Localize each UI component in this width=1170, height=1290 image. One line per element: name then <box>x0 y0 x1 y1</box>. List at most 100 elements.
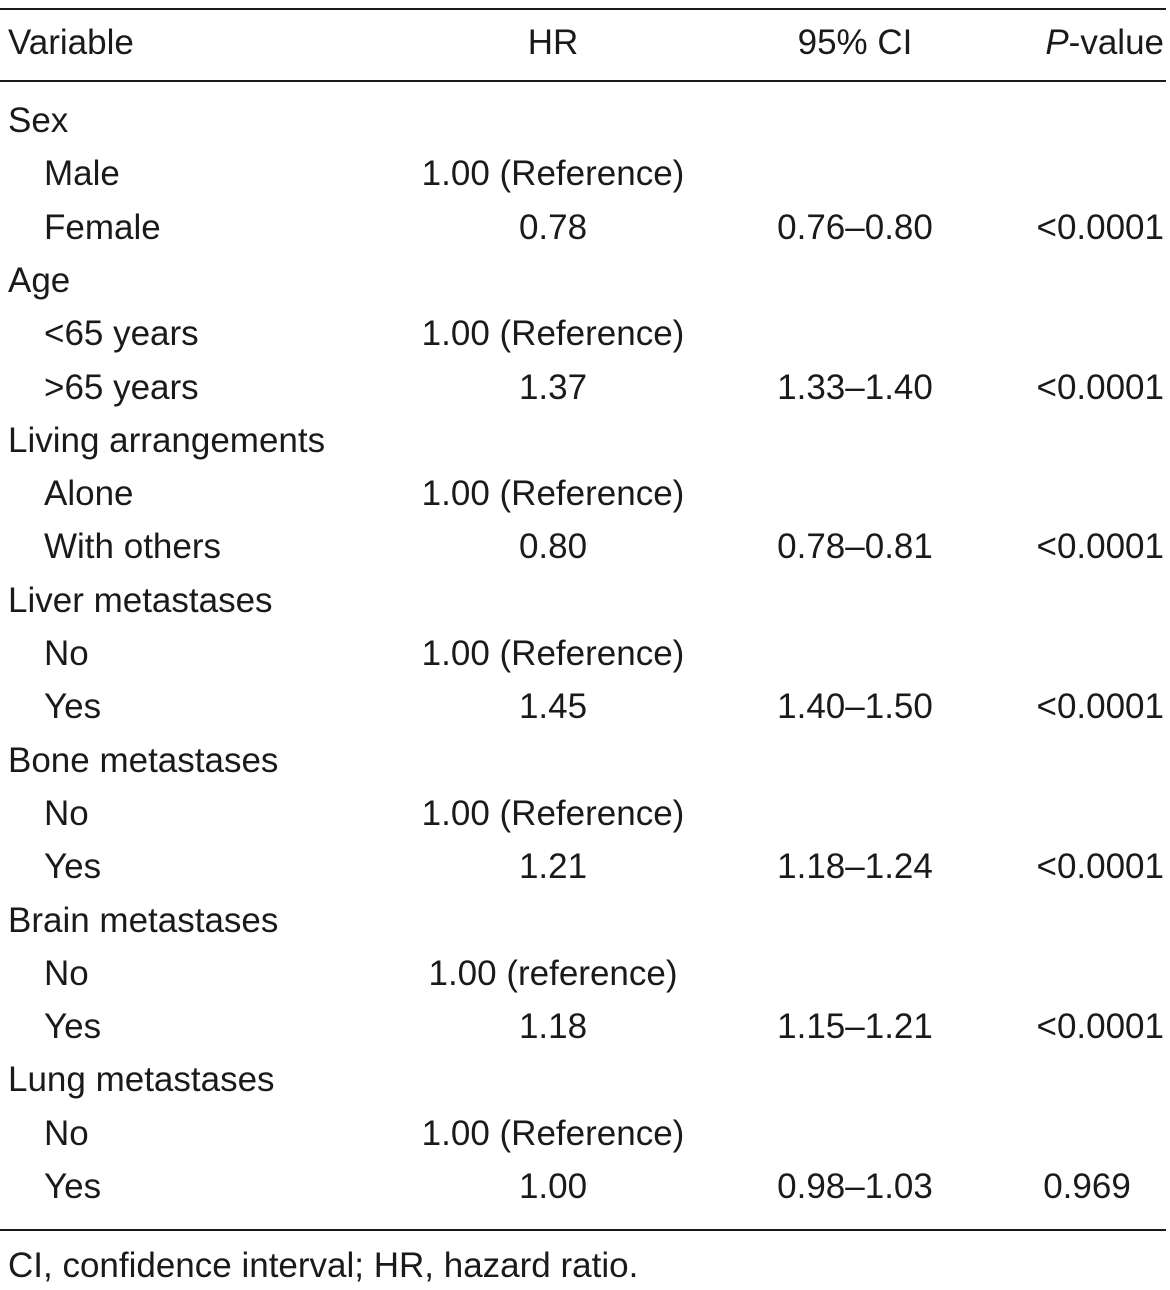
table-row: No 1.00 (Reference) <box>0 787 1166 840</box>
ci-cell <box>745 627 965 680</box>
hr-cell <box>390 1053 716 1106</box>
variable-label: Bone metastases <box>8 740 279 780</box>
table-row: Yes 1.18 1.15–1.21 <0.0001 <box>0 1000 1166 1053</box>
ci-cell: 1.33–1.40 <box>777 367 933 407</box>
ci-cell <box>745 254 965 307</box>
hr-cell <box>390 414 716 467</box>
p-value-cell <box>1010 307 1164 360</box>
p-value-cell <box>1010 254 1164 307</box>
hr-cell: 0.78 <box>518 207 588 247</box>
table-row: No 1.00 (reference) <box>0 947 1166 1000</box>
ci-cell <box>745 1107 965 1160</box>
hr-cell: 1.00 (Reference) <box>421 314 685 354</box>
table-row: Female 0.78 0.76–0.80 <0.0001 <box>0 201 1166 254</box>
ci-cell: 0.98–1.03 <box>777 1167 933 1206</box>
p-value-cell <box>1010 1107 1164 1160</box>
hr-cell: 1.00 (Reference) <box>421 634 685 673</box>
table-row: >65 years 1.37 1.33–1.40 <0.0001 <box>0 361 1166 414</box>
ci-cell <box>745 787 965 840</box>
ci-cell <box>745 307 965 360</box>
variable-label: Lung metastases <box>8 1060 275 1100</box>
hr-cell: 1.00 (Reference) <box>421 154 685 194</box>
category-label: Yes <box>44 1007 102 1047</box>
table-row: Brain metastases <box>0 894 1166 947</box>
variable-label: Age <box>8 260 71 300</box>
variable-label: Liver metastases <box>8 580 273 620</box>
hr-cell: 1.00 (Reference) <box>421 793 685 833</box>
ci-cell <box>745 94 965 147</box>
p-value-cell <box>1010 147 1164 200</box>
hr-cell: 0.80 <box>518 527 588 567</box>
header-p-italic: P <box>1045 23 1069 62</box>
p-value-cell <box>1010 734 1164 787</box>
ci-cell <box>745 467 965 520</box>
category-label: No <box>44 793 89 833</box>
p-value-cell <box>1010 947 1164 1000</box>
category-label: No <box>44 1113 89 1153</box>
p-value-cell: <0.0001 <box>1036 687 1165 727</box>
p-value-cell <box>1010 414 1164 467</box>
table-header-row: Variable HR 95% CI P-value <box>0 16 1166 69</box>
p-value-cell <box>1010 94 1164 147</box>
variable-label: Brain metastases <box>8 900 279 940</box>
header-ci: 95% CI <box>797 23 913 62</box>
table-header-rule <box>0 80 1166 82</box>
table-row: With others 0.80 0.78–0.81 <0.0001 <box>0 520 1166 573</box>
table-row: Male 1.00 (Reference) <box>0 147 1166 200</box>
hr-cell: 1.45 <box>518 687 588 727</box>
table-row: <65 years 1.00 (Reference) <box>0 307 1166 360</box>
hr-cell <box>390 94 716 147</box>
ci-cell: 1.40–1.50 <box>777 687 933 727</box>
table-row: Living arrangements <box>0 414 1166 467</box>
p-value-cell: 0.969 <box>1043 1167 1131 1206</box>
p-value-cell: <0.0001 <box>1036 367 1165 407</box>
ci-cell <box>745 734 965 787</box>
variable-label: Sex <box>8 101 69 140</box>
category-label: Male <box>44 154 120 194</box>
category-label: With others <box>44 527 221 567</box>
table-row: Yes 1.45 1.40–1.50 <0.0001 <box>0 680 1166 733</box>
table-row: No 1.00 (Reference) <box>0 627 1166 680</box>
hr-cell <box>390 894 716 947</box>
category-label: Yes <box>44 847 102 887</box>
ci-cell <box>745 1053 965 1106</box>
table-row: Yes 1.00 0.98–1.03 0.969 <box>0 1160 1166 1213</box>
table-row: Yes 1.21 1.18–1.24 <0.0001 <box>0 840 1166 893</box>
p-value-cell <box>1010 574 1164 627</box>
hr-cell <box>390 254 716 307</box>
table-row: Alone 1.00 (Reference) <box>0 467 1166 520</box>
hr-cell <box>390 574 716 627</box>
table-row: Liver metastases <box>0 574 1166 627</box>
table-row: Age <box>0 254 1166 307</box>
table-footnote: CI, confidence interval; HR, hazard rati… <box>8 1246 639 1285</box>
hr-cell: 1.37 <box>518 367 588 407</box>
hr-cell: 1.00 (Reference) <box>421 474 685 514</box>
category-label: <65 years <box>44 314 199 354</box>
ci-cell <box>745 894 965 947</box>
ci-cell: 0.78–0.81 <box>777 527 933 567</box>
table-bottom-rule <box>0 1229 1166 1231</box>
p-value-cell: <0.0001 <box>1036 527 1165 567</box>
table-row: Bone metastases <box>0 734 1166 787</box>
ci-cell <box>745 947 965 1000</box>
hr-cell: 1.18 <box>518 1007 588 1047</box>
table-top-rule <box>0 8 1166 10</box>
ci-cell <box>745 574 965 627</box>
hr-cell: 1.00 (reference) <box>428 953 678 993</box>
hr-cell: 1.00 (Reference) <box>421 1113 685 1153</box>
p-value-cell: <0.0001 <box>1036 847 1165 887</box>
header-hr: HR <box>527 23 579 62</box>
p-value-cell <box>1010 1053 1164 1106</box>
category-label: Yes <box>44 687 102 727</box>
hr-cell: 1.21 <box>518 847 588 887</box>
p-value-cell <box>1010 627 1164 680</box>
p-value-cell <box>1010 787 1164 840</box>
ci-cell <box>745 414 965 467</box>
category-label: Yes <box>44 1167 102 1206</box>
p-value-cell <box>1010 467 1164 520</box>
category-label: No <box>44 953 89 993</box>
p-value-cell <box>1010 894 1164 947</box>
category-label: Alone <box>44 474 134 514</box>
table-row: No 1.00 (Reference) <box>0 1107 1166 1160</box>
ci-cell: 0.76–0.80 <box>777 207 933 247</box>
